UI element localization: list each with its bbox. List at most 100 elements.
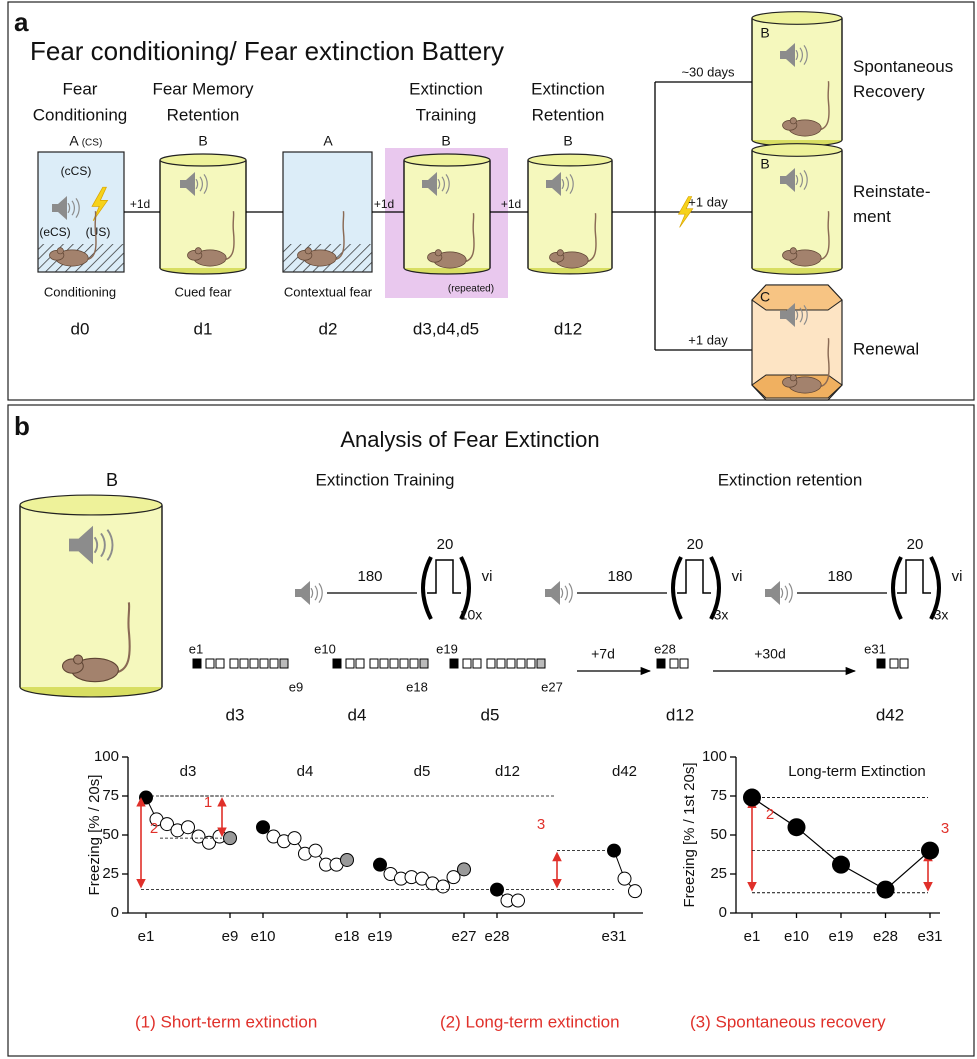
arrow-label: 3 <box>941 820 949 837</box>
timeline-day: d4 <box>348 705 367 724</box>
y-tick-label: 25 <box>102 865 119 882</box>
test-name: Reinstate- <box>853 182 930 201</box>
context-letter: B <box>441 133 450 149</box>
plot-day-label: d4 <box>297 763 314 780</box>
sound-wave <box>781 588 783 598</box>
x-tick-label: e10 <box>784 928 809 945</box>
section-heading: Extinction retention <box>718 470 863 489</box>
context-letter: A <box>323 133 333 149</box>
stage-day: d1 <box>194 319 213 338</box>
trial-box <box>380 659 388 668</box>
trial-box <box>216 659 224 668</box>
stage-heading: Retention <box>532 105 605 124</box>
longterm-point <box>743 789 761 807</box>
cylinder-top <box>752 12 842 25</box>
y-tick-label: 50 <box>710 826 727 843</box>
context-letter: B <box>198 133 207 149</box>
sound-wave <box>565 586 567 600</box>
trial-box <box>206 659 214 668</box>
y-tick-label: 0 <box>719 904 727 921</box>
longterm-point <box>877 881 895 899</box>
y-tick-label: 0 <box>111 904 119 921</box>
interval-label: +1 day <box>688 332 728 347</box>
x-tick-label: e31 <box>917 928 942 945</box>
trial-box <box>890 659 898 668</box>
stage-heading: Fear Memory <box>152 79 254 98</box>
x-tick-label: e27 <box>451 928 476 945</box>
sound-wave <box>315 586 317 600</box>
repeat-label: 3x <box>934 607 949 623</box>
y-tick-label: 25 <box>710 865 727 882</box>
cylinder-top <box>160 154 246 166</box>
trial-point <box>458 863 471 876</box>
context-letter: B <box>106 470 118 490</box>
sound-wave <box>311 588 313 598</box>
stage-caption: Contextual fear <box>284 284 373 299</box>
interval-label: +1d <box>501 197 521 211</box>
y-tick-label: 75 <box>102 787 119 804</box>
arrow-label: 2 <box>766 806 774 823</box>
cs-duration: 20 <box>907 536 924 553</box>
plot-day-label: d42 <box>612 763 637 780</box>
trial-box <box>250 659 258 668</box>
panel-title: Fear conditioning/ Fear extinction Batte… <box>30 36 504 66</box>
stage-caption: Cued fear <box>174 284 232 299</box>
trial-box <box>230 659 238 668</box>
stimulus-label: (US) <box>86 225 111 239</box>
iti-label: 180 <box>607 568 632 585</box>
cs-pulse <box>677 560 711 593</box>
trial-box <box>507 659 515 668</box>
timeline-day: d42 <box>876 705 904 724</box>
y-tick-label: 50 <box>102 826 119 843</box>
x-tick-label: e1 <box>138 928 155 945</box>
interval-label: +1 day <box>688 194 728 209</box>
trial-point <box>629 885 642 898</box>
speaker-icon <box>545 581 572 605</box>
legend-entry: (1) Short-term extinction <box>135 1012 317 1031</box>
figure: aFear conditioning/ Fear extinction Batt… <box>0 0 977 1059</box>
trial-box <box>193 659 201 668</box>
trial-box <box>473 659 481 668</box>
mouse-ear <box>74 655 83 664</box>
trial-box <box>463 659 471 668</box>
longterm-point <box>832 856 850 874</box>
stage-caption: (repeated) <box>448 284 494 295</box>
trial-box <box>537 659 545 668</box>
panel-label: a <box>14 7 29 37</box>
trial-label: e19 <box>436 641 458 656</box>
plot-title: Long-term Extinction <box>788 763 926 780</box>
trial-label: e31 <box>864 641 886 656</box>
stage-heading: Extinction <box>409 79 483 98</box>
trial-box <box>487 659 495 668</box>
mouse-ear <box>305 248 311 254</box>
speaker <box>295 581 310 605</box>
stage-day: d12 <box>554 319 582 338</box>
legend-entry: (2) Long-term extinction <box>440 1012 620 1031</box>
trial-box <box>450 659 458 668</box>
cylinder-top <box>20 495 162 515</box>
stage-heading: Conditioning <box>33 105 128 124</box>
trial-point <box>437 880 450 893</box>
trial-box <box>280 659 288 668</box>
timeline-day: d12 <box>666 705 694 724</box>
vi-label: vi <box>952 568 963 585</box>
trial-box <box>877 659 885 668</box>
trial-box <box>900 659 908 668</box>
trial-point <box>288 832 301 845</box>
x-tick-label: e19 <box>828 928 853 945</box>
iti-label: 180 <box>827 568 852 585</box>
vi-label: vi <box>732 568 743 585</box>
interval-label: +1d <box>130 197 150 211</box>
stage-day: d3,d4,d5 <box>413 319 479 338</box>
stage-day: d2 <box>319 319 338 338</box>
mouse-ear <box>195 248 201 254</box>
repeat-label: 3x <box>714 607 729 623</box>
cylinder-top <box>752 144 842 157</box>
y-tick-label: 75 <box>710 787 727 804</box>
longterm-line <box>752 798 930 890</box>
trial-box <box>260 659 268 668</box>
x-tick-label: e28 <box>873 928 898 945</box>
cs-pulse <box>897 560 931 593</box>
panel-title: Analysis of Fear Extinction <box>340 427 599 452</box>
x-tick-label: e1 <box>744 928 761 945</box>
